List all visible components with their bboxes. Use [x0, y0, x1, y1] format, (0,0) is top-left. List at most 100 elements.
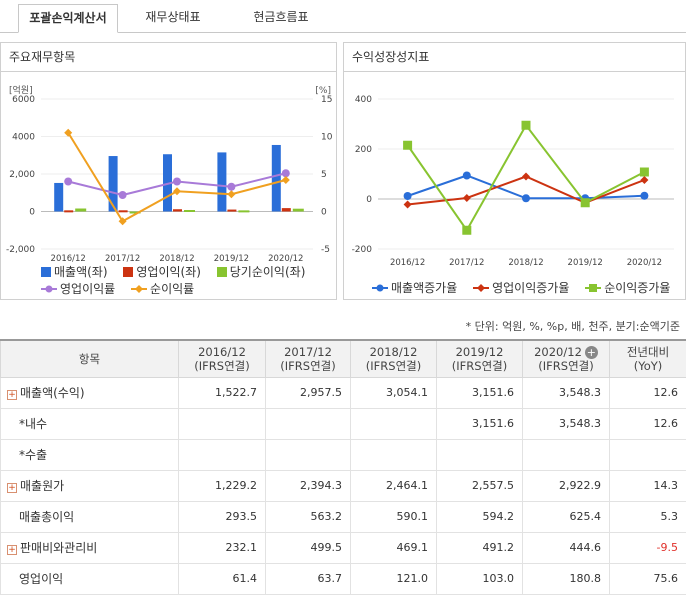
tab-cash-flow[interactable]: 현금흐름표 — [236, 4, 326, 33]
data-point — [522, 194, 530, 202]
header-basis-label: (IFRS연결) — [366, 359, 421, 373]
legend-label: 순이익증가율 — [604, 281, 670, 295]
row-label[interactable]: +매출액(수익) — [1, 377, 179, 408]
table-cell: 103.0 — [437, 563, 523, 594]
legend-item-operating-margin[interactable]: 영업이익률 — [41, 280, 115, 297]
table-cell: 499.5 — [266, 532, 351, 563]
legend-label: 매출액증가율 — [391, 281, 457, 295]
statement-tabs: 포괄손익계산서 재무상태표 현금흐름표 — [0, 0, 686, 33]
legend-label: 순이익률 — [150, 282, 194, 296]
bar — [184, 210, 195, 212]
legend-item-sales-growth[interactable]: 매출액증가율 — [372, 279, 457, 296]
legend-item-operating-growth[interactable]: 영업이익증가율 — [473, 279, 569, 296]
legend-line-icon — [372, 283, 388, 293]
income-statement-table: 항목 2016/12(IFRS연결) 2017/12(IFRS연결) 2018/… — [0, 339, 686, 595]
tab-income-statement[interactable]: 포괄손익계산서 — [18, 4, 118, 33]
data-point — [640, 176, 648, 184]
row-label-text: *수출 — [19, 448, 47, 462]
y-tick-label-left: 0 — [29, 208, 35, 218]
table-cell — [266, 439, 351, 470]
add-column-icon[interactable]: + — [585, 346, 598, 359]
x-tick-label: 2019/12 — [568, 258, 603, 268]
y-tick-label-left: -2,000 — [6, 245, 35, 255]
y-tick-label-left: 6000 — [12, 95, 35, 105]
table-cell: 594.2 — [437, 501, 523, 532]
legend-swatch-icon — [217, 267, 227, 277]
legend-item-operating-profit[interactable]: 영업이익(좌) — [123, 263, 201, 280]
y-tick-label-right: -5 — [321, 245, 330, 255]
data-point — [640, 192, 648, 200]
y-tick-label: 400 — [355, 95, 372, 105]
bar — [217, 152, 226, 211]
row-label-text: *내수 — [19, 417, 47, 431]
row-label: 영업이익 — [1, 563, 179, 594]
header-basis-label: (IFRS연결) — [194, 359, 249, 373]
expand-plus-icon[interactable]: + — [7, 545, 17, 555]
table-cell: 121.0 — [351, 563, 437, 594]
yoy-cell: -9.5 — [610, 532, 686, 563]
legend-swatch-icon — [41, 267, 51, 277]
legend-swatch-icon — [123, 267, 133, 277]
data-point — [581, 198, 590, 207]
header-year: 2016/12(IFRS연결) — [179, 340, 266, 377]
y-tick-label: 200 — [355, 145, 372, 155]
bar — [119, 210, 128, 212]
legend-line-icon — [41, 284, 57, 294]
legend-item-net-margin[interactable]: 순이익률 — [131, 280, 194, 297]
data-point — [227, 190, 235, 198]
legend-label: 영업이익률 — [60, 282, 115, 296]
table-cell: 2,922.9 — [523, 470, 610, 501]
data-point — [522, 173, 530, 181]
bar — [54, 183, 63, 212]
legend-item-sales[interactable]: 매출액(좌) — [41, 263, 108, 280]
table-cell: 3,151.6 — [437, 377, 523, 408]
row-label[interactable]: +판매비와관리비 — [1, 532, 179, 563]
data-point — [227, 183, 235, 191]
yoy-cell: 5.3 — [610, 501, 686, 532]
table-cell: 1,229.2 — [179, 470, 266, 501]
yoy-cell: 75.6 — [610, 563, 686, 594]
table-cell: 3,151.6 — [437, 408, 523, 439]
bar — [173, 209, 182, 211]
table-cell — [179, 439, 266, 470]
y-tick-label-right: 0 — [321, 208, 327, 218]
header-year: 2019/12(IFRS연결) — [437, 340, 523, 377]
table-cell: 625.4 — [523, 501, 610, 532]
row-label[interactable]: +매출원가 — [1, 470, 179, 501]
row-label-text: 영업이익 — [19, 572, 63, 586]
table-cell — [351, 439, 437, 470]
table-cell: 3,054.1 — [351, 377, 437, 408]
expand-plus-icon[interactable]: + — [7, 483, 17, 493]
legend-item-net-income[interactable]: 당기순이익(좌) — [217, 263, 306, 280]
legend-item-net-growth[interactable]: 순이익증가율 — [585, 279, 670, 296]
table-cell: 563.2 — [266, 501, 351, 532]
table-cell: 3,548.3 — [523, 377, 610, 408]
row-label-text: 매출액(수익) — [20, 386, 85, 400]
table-cell: 232.1 — [179, 532, 266, 563]
tab-balance-sheet[interactable]: 재무상태표 — [128, 4, 218, 33]
header-yoy-sub: (YoY) — [634, 359, 663, 373]
table-cell: 3,548.3 — [523, 408, 610, 439]
bar — [272, 145, 281, 212]
table-cell: 590.1 — [351, 501, 437, 532]
header-basis-label: (IFRS연결) — [538, 359, 593, 373]
expand-plus-icon[interactable]: + — [7, 390, 17, 400]
header-yoy: 전년대비(YoY) — [610, 340, 686, 377]
legend-label: 영업이익증가율 — [492, 281, 569, 295]
legend-line-icon — [131, 284, 147, 294]
table-cell: 63.7 — [266, 563, 351, 594]
unit-note: * 단위: 억원, %, %p, 배, 천주, 분기:순액기준 — [466, 318, 680, 334]
y-tick-label-right: 15 — [321, 95, 332, 105]
bar — [238, 210, 249, 212]
data-point — [173, 178, 181, 186]
profitability-growth-legend: 매출액증가율 영업이익증가율 순이익증가율 — [372, 279, 686, 296]
header-year-label: 2016/12 — [198, 345, 246, 359]
table-cell — [266, 408, 351, 439]
table-cell: 444.6 — [523, 532, 610, 563]
legend-label: 당기순이익(좌) — [230, 265, 306, 279]
data-point — [282, 176, 290, 184]
